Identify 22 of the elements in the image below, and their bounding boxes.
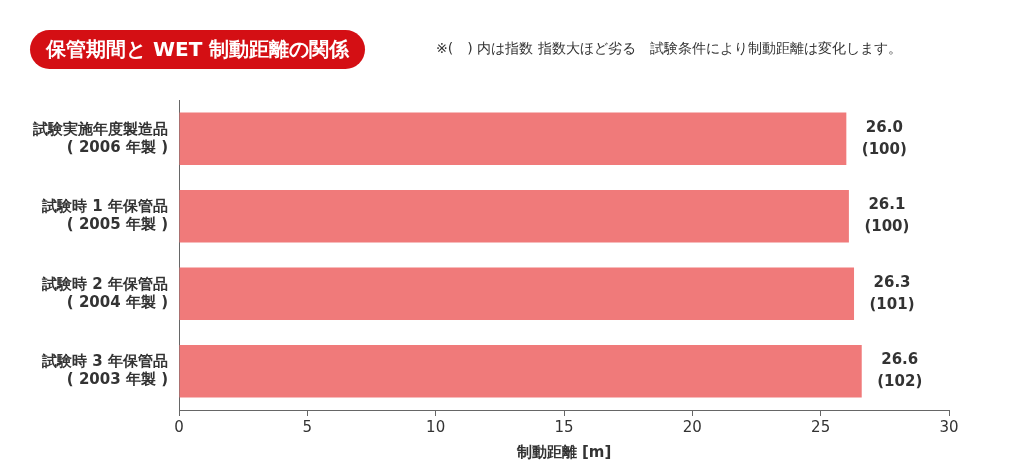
y-tick-label: 試験時 1 年保管品 ( 2005 年製 ) <box>41 197 168 234</box>
chart-subtitle: ※( ) 内は指数 指数大ほど劣る 試験条件により制動距離は変化します。 <box>436 40 902 58</box>
y-tick-label: 試験時 3 年保管品 ( 2003 年製 ) <box>41 352 168 389</box>
bar <box>179 267 855 321</box>
x-tick-label: 15 <box>554 417 574 436</box>
x-tick-label: 20 <box>682 417 702 436</box>
x-tick-label: 5 <box>302 417 313 436</box>
x-tick-label: 30 <box>939 417 959 436</box>
bar <box>179 112 847 166</box>
bar <box>179 344 862 398</box>
data-label: 26.3 (101) <box>869 272 915 313</box>
x-tick-label: 10 <box>426 417 446 436</box>
data-label: 26.0 (100) <box>861 117 907 158</box>
bar <box>179 189 849 243</box>
x-tick-label: 25 <box>811 417 831 436</box>
data-label: 26.6 (102) <box>877 350 923 391</box>
data-label: 26.1 (100) <box>864 195 910 236</box>
y-tick-label: 試験実施年度製造品 ( 2006 年製 ) <box>32 119 168 156</box>
chart-title: 保管期間と WET 制動距離の関係 <box>30 30 366 69</box>
x-axis-title: 制動距離 [m] <box>515 442 612 461</box>
x-tick-label: 0 <box>174 417 184 436</box>
y-tick-label: 試験時 2 年保管品 ( 2004 年製 ) <box>41 274 168 311</box>
